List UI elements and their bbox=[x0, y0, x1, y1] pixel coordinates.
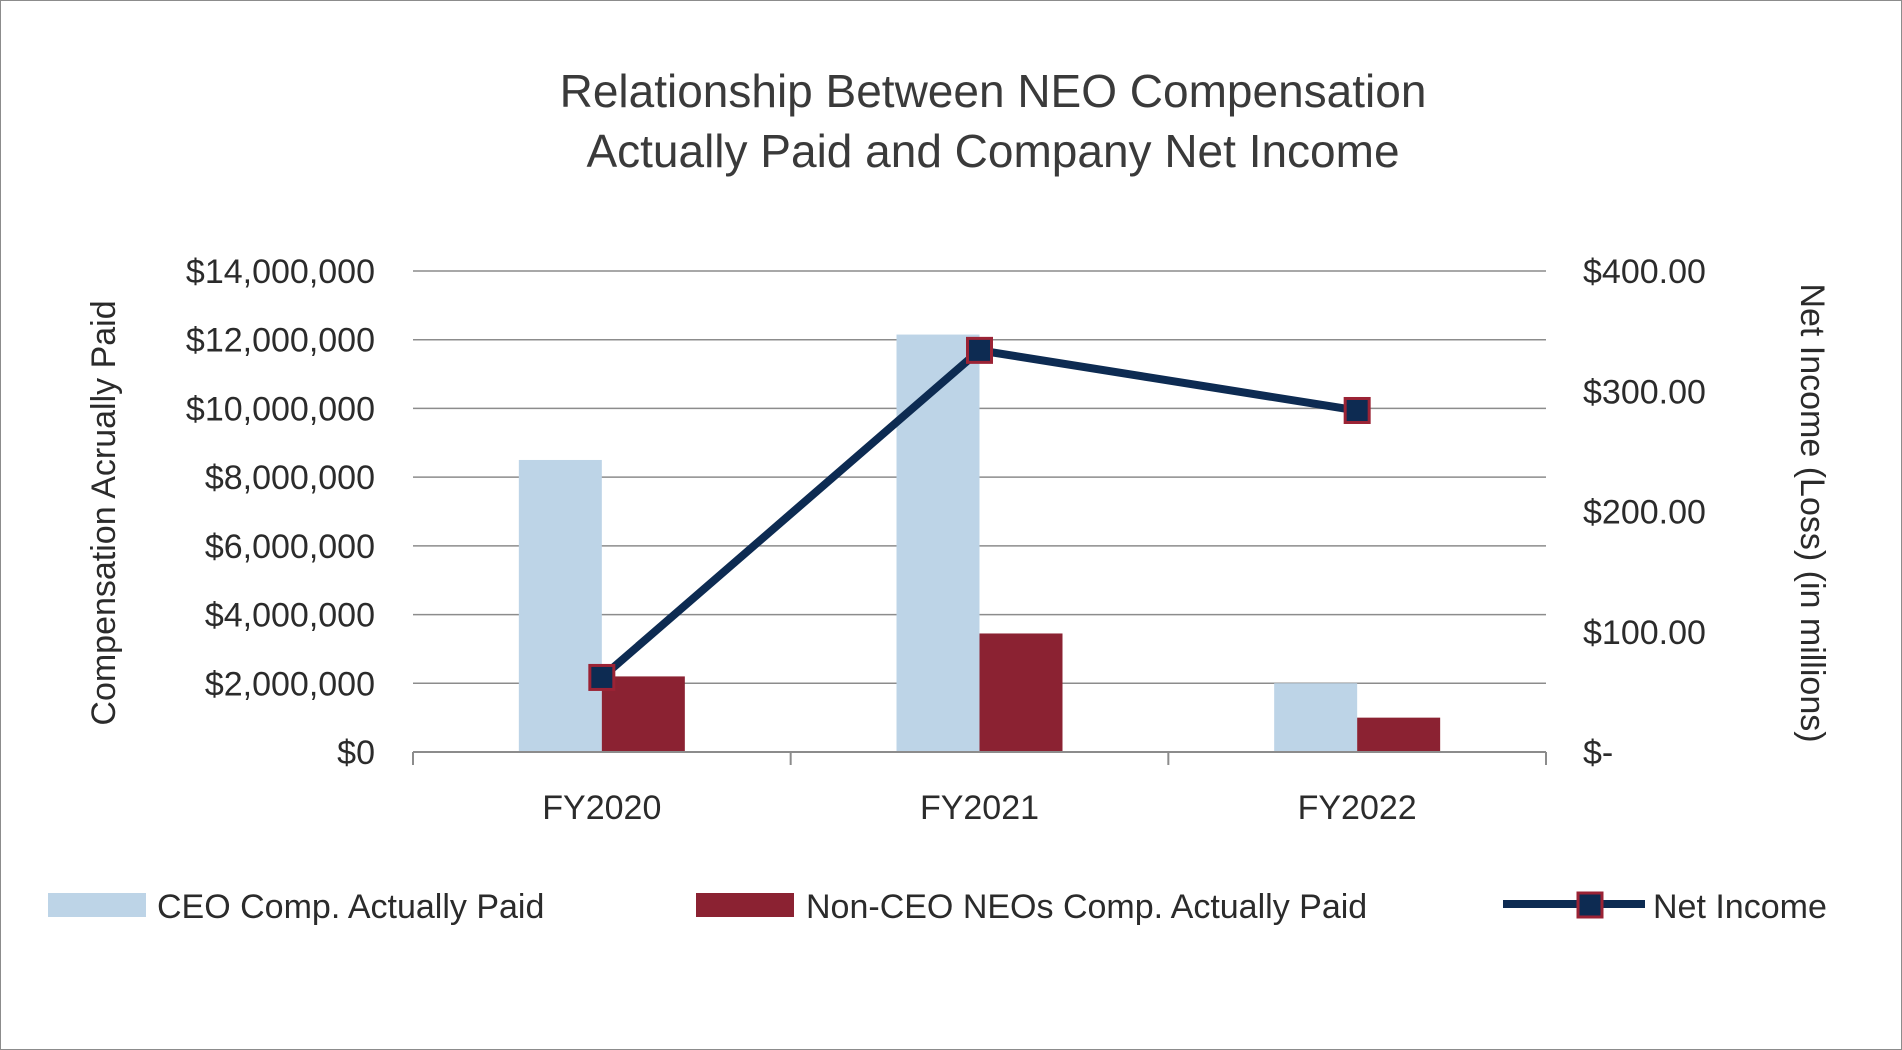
left-axis-ticks: $0 $2,000,000 $4,000,000 $6,000,000 $8,000,0… bbox=[186, 253, 375, 772]
y-axis-title: Compensation Acrually Paid bbox=[85, 300, 123, 725]
y2-tick-label: $100.00 bbox=[1583, 614, 1706, 652]
y-tick-label: $12,000,000 bbox=[186, 322, 375, 360]
chart-title-line-1: Relationship Between NEO Compensation bbox=[560, 65, 1427, 117]
x-axis-ticks: FY2020 FY2021 FY2022 bbox=[542, 789, 1416, 827]
legend-marker-net-income bbox=[1576, 891, 1604, 919]
bars bbox=[518, 334, 1441, 752]
legend-label-ceo: CEO Comp. Actually Paid bbox=[157, 888, 544, 926]
bar-ceo-fy2021 bbox=[896, 334, 980, 752]
y2-tick-label: $400.00 bbox=[1583, 253, 1706, 291]
chart-title-line-2: Actually Paid and Company Net Income bbox=[586, 125, 1399, 177]
bar-non-ceo-fy2020 bbox=[601, 676, 685, 752]
y2-tick-label: $- bbox=[1583, 734, 1613, 772]
legend-swatch-ceo bbox=[48, 893, 146, 917]
legend-label-non-ceo: Non-CEO NEOs Comp. Actually Paid bbox=[806, 888, 1367, 926]
y-tick-label: $6,000,000 bbox=[205, 528, 375, 566]
net-income-point-fy2020 bbox=[588, 663, 616, 691]
net-income-point-fy2022 bbox=[1343, 396, 1371, 424]
legend-swatch-non-ceo bbox=[696, 893, 794, 917]
y2-tick-label: $300.00 bbox=[1583, 373, 1706, 411]
bar-ceo-fy2022 bbox=[1274, 683, 1358, 752]
x-tick-label: FY2021 bbox=[920, 789, 1039, 827]
y-tick-label: $0 bbox=[337, 734, 375, 772]
right-axis-ticks: $- $100.00 $200.00 $300.00 $400.00 bbox=[1583, 253, 1706, 772]
y-tick-label: $2,000,000 bbox=[205, 665, 375, 703]
legend-label-net-income: Net Income bbox=[1653, 888, 1827, 926]
y-tick-label: $10,000,000 bbox=[186, 390, 375, 428]
axes bbox=[412, 751, 1547, 765]
bar-non-ceo-fy2021 bbox=[979, 633, 1063, 752]
x-tick-label: FY2022 bbox=[1298, 789, 1417, 827]
net-income-line bbox=[588, 336, 1371, 691]
bar-non-ceo-fy2022 bbox=[1357, 717, 1441, 752]
net-income-point-fy2021 bbox=[966, 336, 993, 364]
y2-tick-label: $200.00 bbox=[1583, 494, 1706, 532]
y-tick-label: $8,000,000 bbox=[205, 459, 375, 497]
legend: CEO Comp. Actually Paid Non-CEO NEOs Com… bbox=[48, 888, 1827, 926]
y2-axis-title: Net Income (Loss) (in millions) bbox=[1793, 283, 1831, 742]
y-tick-label: $14,000,000 bbox=[186, 253, 375, 291]
x-tick-label: FY2020 bbox=[542, 789, 661, 827]
bar-ceo-fy2020 bbox=[518, 459, 602, 752]
y-tick-label: $4,000,000 bbox=[205, 597, 375, 635]
